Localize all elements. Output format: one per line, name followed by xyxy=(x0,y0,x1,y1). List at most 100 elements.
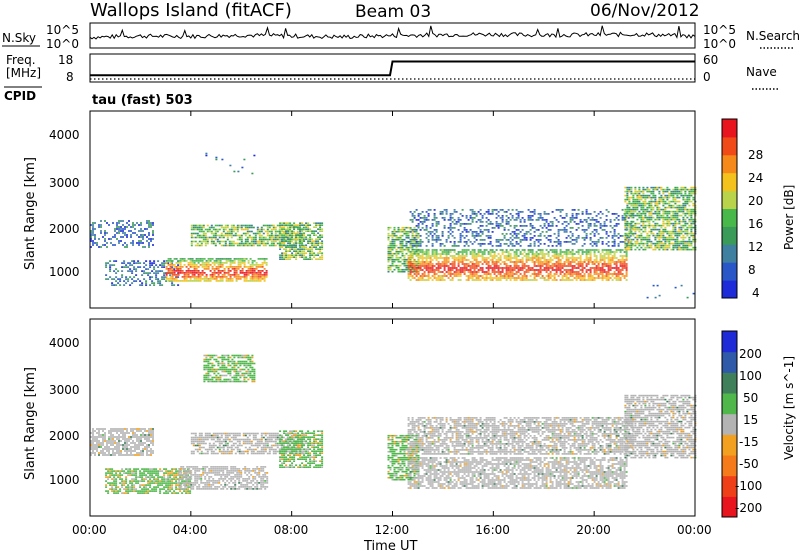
power-cell xyxy=(211,243,213,245)
power-cell xyxy=(305,248,307,250)
power-cell xyxy=(588,223,590,225)
power-cell xyxy=(315,242,317,244)
power-cell xyxy=(530,219,532,221)
power-cell xyxy=(556,269,558,271)
power-cell xyxy=(148,226,150,228)
power-cell xyxy=(692,211,694,213)
power-cell xyxy=(500,257,502,259)
power-cell xyxy=(251,241,253,243)
power-cell xyxy=(506,273,508,275)
power-cell xyxy=(412,241,414,243)
power-cell xyxy=(197,243,199,245)
power-cell xyxy=(688,237,690,239)
power-cell xyxy=(252,272,254,274)
power-cell xyxy=(484,253,486,255)
power-cell xyxy=(668,235,670,237)
power-cell xyxy=(650,199,652,201)
power-cell xyxy=(634,209,636,211)
power-cell xyxy=(428,267,430,269)
power-cell xyxy=(166,268,168,270)
power-cell xyxy=(452,273,454,275)
power-cell xyxy=(440,267,442,269)
power-cell xyxy=(608,249,610,251)
power-cell xyxy=(263,243,265,245)
power-cell xyxy=(536,239,538,241)
power-colorbar-swatch xyxy=(722,137,737,155)
power-cell xyxy=(590,255,592,257)
power-cell xyxy=(568,259,570,261)
power-cell xyxy=(436,239,438,241)
power-cell xyxy=(462,271,464,273)
power-cell xyxy=(546,213,548,215)
power-cell xyxy=(104,244,106,246)
power-cell xyxy=(560,251,562,253)
power-cell xyxy=(518,217,520,219)
power-cell xyxy=(492,269,494,271)
power-cell xyxy=(198,260,200,262)
power-cell xyxy=(218,280,220,282)
power-cell xyxy=(434,253,436,255)
power-cell xyxy=(233,231,235,233)
velocity-cell xyxy=(130,436,132,438)
power-cell xyxy=(687,297,689,299)
power-cell xyxy=(112,236,114,238)
power-cell xyxy=(518,271,520,273)
velocity-cell xyxy=(104,436,106,438)
power-cell xyxy=(275,237,277,239)
power-cell xyxy=(657,285,659,287)
power-cell xyxy=(400,249,402,251)
power-cell xyxy=(218,272,220,274)
power-cell xyxy=(604,257,606,259)
power-cell xyxy=(264,262,266,264)
power-cell xyxy=(321,242,323,244)
power-cell xyxy=(420,245,422,247)
power-cell xyxy=(686,199,688,201)
power-cell xyxy=(418,233,420,235)
power-cell xyxy=(658,239,660,241)
power-cell xyxy=(416,247,418,249)
power-cell xyxy=(588,277,590,279)
power-cell xyxy=(192,280,194,282)
power-cell xyxy=(434,233,436,235)
power-cell xyxy=(432,275,434,277)
power-cell xyxy=(404,261,406,263)
power-cell xyxy=(404,269,406,271)
power-cell xyxy=(524,233,526,235)
velocity-cell xyxy=(136,438,138,440)
power-cell xyxy=(420,269,422,271)
power-cell xyxy=(155,278,157,280)
power-cell xyxy=(114,244,116,246)
power-cell xyxy=(604,249,606,251)
power-cell xyxy=(652,195,654,197)
power-cell xyxy=(458,279,460,281)
power-cell xyxy=(118,228,120,230)
power-cell xyxy=(220,276,222,278)
power-cell xyxy=(636,215,638,217)
power-cell xyxy=(240,260,242,262)
power-cell xyxy=(516,259,518,261)
power-cell xyxy=(416,253,418,255)
power-cell xyxy=(253,237,255,239)
power-cell xyxy=(436,221,438,223)
power-cell xyxy=(628,213,630,215)
power-cell xyxy=(532,249,534,251)
power-cell xyxy=(178,262,180,264)
power-cell xyxy=(616,273,618,275)
power-cell xyxy=(247,227,249,229)
power-cell xyxy=(238,274,240,276)
power-cell xyxy=(193,233,195,235)
power-cell xyxy=(502,249,504,251)
power-cell xyxy=(408,233,410,235)
power-cell xyxy=(92,244,94,246)
power-cell xyxy=(196,266,198,268)
power-cell xyxy=(666,247,668,249)
power-cell xyxy=(688,245,690,247)
power-cell xyxy=(684,195,686,197)
power-cell xyxy=(568,263,570,265)
power-cell xyxy=(626,273,628,275)
power-cell xyxy=(307,238,309,240)
power-cell xyxy=(392,237,394,239)
power-cell xyxy=(202,278,204,280)
power-cell xyxy=(668,195,670,197)
power-cell xyxy=(394,239,396,241)
